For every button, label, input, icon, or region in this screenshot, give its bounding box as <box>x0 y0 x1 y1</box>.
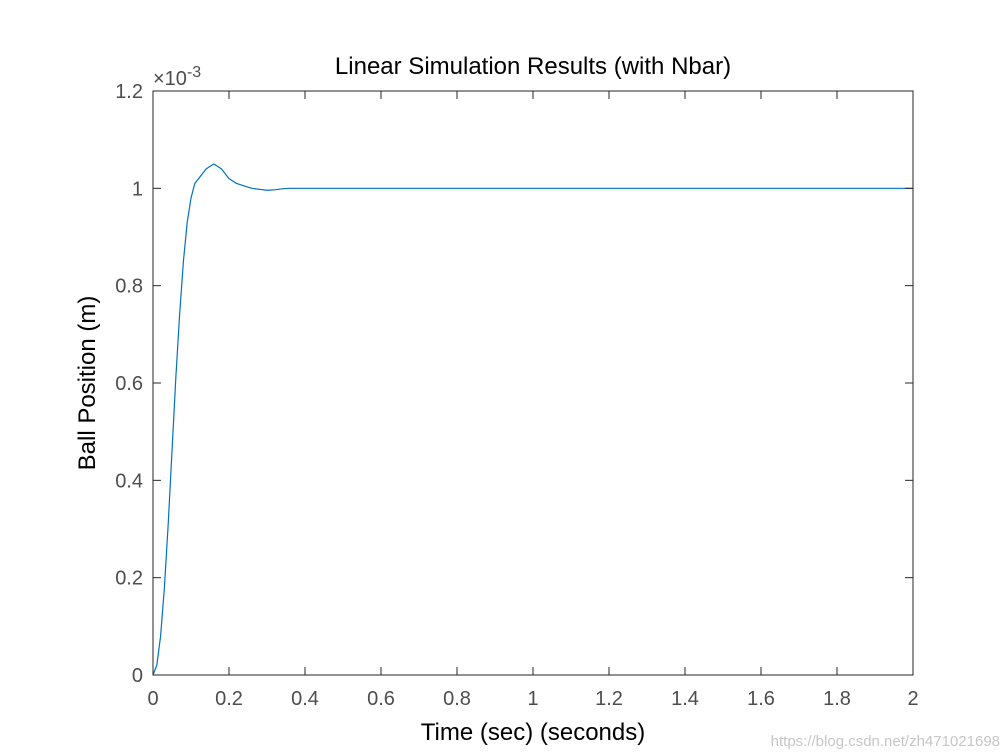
plot-background <box>153 91 913 675</box>
exponent-power: -3 <box>187 64 201 81</box>
x-axis-label: Time (sec) (seconds) <box>421 719 645 746</box>
y-exponent-label: ×10-3 <box>153 64 201 90</box>
y-tick-label: 1 <box>132 178 143 200</box>
chart-title: Linear Simulation Results (with Nbar) <box>335 53 731 80</box>
y-tick-label: 0.8 <box>115 276 143 298</box>
x-tick-label: 0.2 <box>215 688 243 710</box>
y-tick-label: 0.4 <box>115 470 143 492</box>
y-tick-label: 0 <box>132 665 143 687</box>
y-tick-label: 1.2 <box>115 81 143 103</box>
x-tick-label: 0.4 <box>291 688 319 710</box>
x-tick-label: 1.6 <box>747 688 775 710</box>
x-tick-label: 2 <box>907 688 918 710</box>
x-tick-label: 0.8 <box>443 688 471 710</box>
y-axis-label: Ball Position (m) <box>74 296 101 471</box>
y-tick-label: 0.6 <box>115 373 143 395</box>
y-tick-label: 0.2 <box>115 568 143 590</box>
x-tick-label: 1.8 <box>823 688 851 710</box>
exponent-base: ×10 <box>153 68 187 90</box>
x-tick-label: 1 <box>527 688 538 710</box>
x-tick-label: 0.6 <box>367 688 395 710</box>
plot-area <box>152 91 913 676</box>
x-tick-label: 0 <box>147 688 158 710</box>
chart-text: 0 0.2 0.4 0.6 0.8 1 1.2 1.4 1.6 1.8 2 0 0.2 0.4 0.6 0.8… <box>74 53 919 746</box>
x-tick-label: 1.4 <box>671 688 699 710</box>
watermark-text: https://blog.csdn.net/zh471021698 <box>770 733 1000 750</box>
x-tick-label: 1.2 <box>595 688 623 710</box>
axes <box>152 90 914 676</box>
series-line-0 <box>152 163 913 676</box>
